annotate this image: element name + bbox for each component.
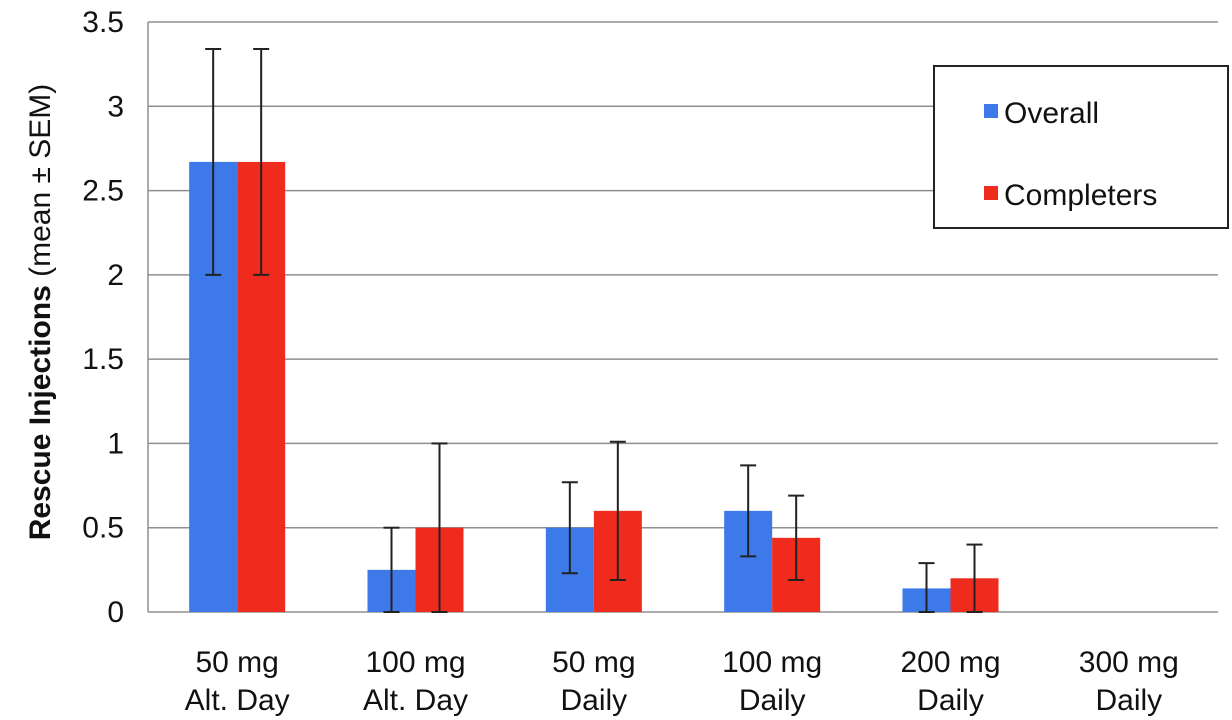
legend: Overall Completers — [933, 65, 1229, 229]
x-category-label-line: Alt. Day — [185, 684, 290, 717]
x-category-label-line: 100 mg — [365, 646, 465, 679]
y-tick-label: 3.5 — [82, 6, 124, 39]
x-category-label-line: 100 mg — [722, 646, 822, 679]
gridlines — [148, 21, 1218, 529]
y-tick-label: 3 — [107, 90, 124, 123]
y-tick-label: 1 — [107, 427, 124, 460]
y-tick-label: 1.5 — [82, 343, 124, 376]
x-category-label-line: Daily — [1095, 684, 1162, 717]
x-category-label: 100 mg Alt. Day — [363, 646, 468, 717]
x-category-label-line: Daily — [560, 684, 627, 717]
legend-box — [933, 65, 1229, 229]
x-category-label: 100 mg Daily — [722, 646, 822, 717]
y-tick-labels: 0 0.5 1 1.5 2 2.5 3 3.5 — [82, 6, 124, 629]
y-axis-label: Rescue Injections (mean ± SEM) — [24, 84, 57, 541]
x-category-label-line: 50 mg — [195, 646, 278, 679]
x-category-label: 50 mg Alt. Day — [185, 646, 290, 717]
y-axis-title: Rescue Injections (mean ± SEM) — [24, 84, 57, 541]
error-bar — [918, 562, 935, 613]
error-bar — [383, 526, 400, 613]
y-tick-label: 0 — [107, 596, 124, 629]
legend-swatch-completers — [984, 186, 998, 200]
y-axis-label-main: Rescue Injections — [24, 285, 57, 540]
x-category-label-line: Alt. Day — [363, 684, 468, 717]
y-axis-label-suffix: (mean ± SEM) — [24, 84, 57, 286]
x-category-label-line: 200 mg — [900, 646, 1000, 679]
error-bar — [431, 442, 448, 613]
error-bars — [205, 47, 983, 613]
error-bar — [205, 47, 222, 276]
error-bar — [253, 47, 270, 276]
error-bar — [740, 464, 757, 558]
x-category-label: 50 mg Daily — [552, 646, 635, 717]
x-category-label-line: Daily — [739, 684, 806, 717]
axes — [147, 22, 1218, 613]
error-bar — [788, 494, 805, 581]
x-category-label-line: Daily — [917, 684, 984, 717]
y-tick-label: 2.5 — [82, 175, 124, 208]
legend-swatch-overall — [984, 104, 998, 118]
x-category-label-line: 300 mg — [1079, 646, 1179, 679]
x-category-label-line: 50 mg — [552, 646, 635, 679]
y-tick-label: 2 — [107, 259, 124, 292]
error-bar — [561, 481, 578, 575]
y-tick-label: 0.5 — [82, 512, 124, 545]
error-bar — [609, 440, 626, 581]
legend-label: Completers — [1004, 179, 1157, 212]
error-bar — [966, 543, 983, 613]
bars — [189, 161, 999, 612]
legend-label: Overall — [1004, 97, 1099, 130]
x-category-label: 300 mg Daily — [1079, 646, 1179, 717]
x-category-label: 200 mg Daily — [900, 646, 1000, 717]
